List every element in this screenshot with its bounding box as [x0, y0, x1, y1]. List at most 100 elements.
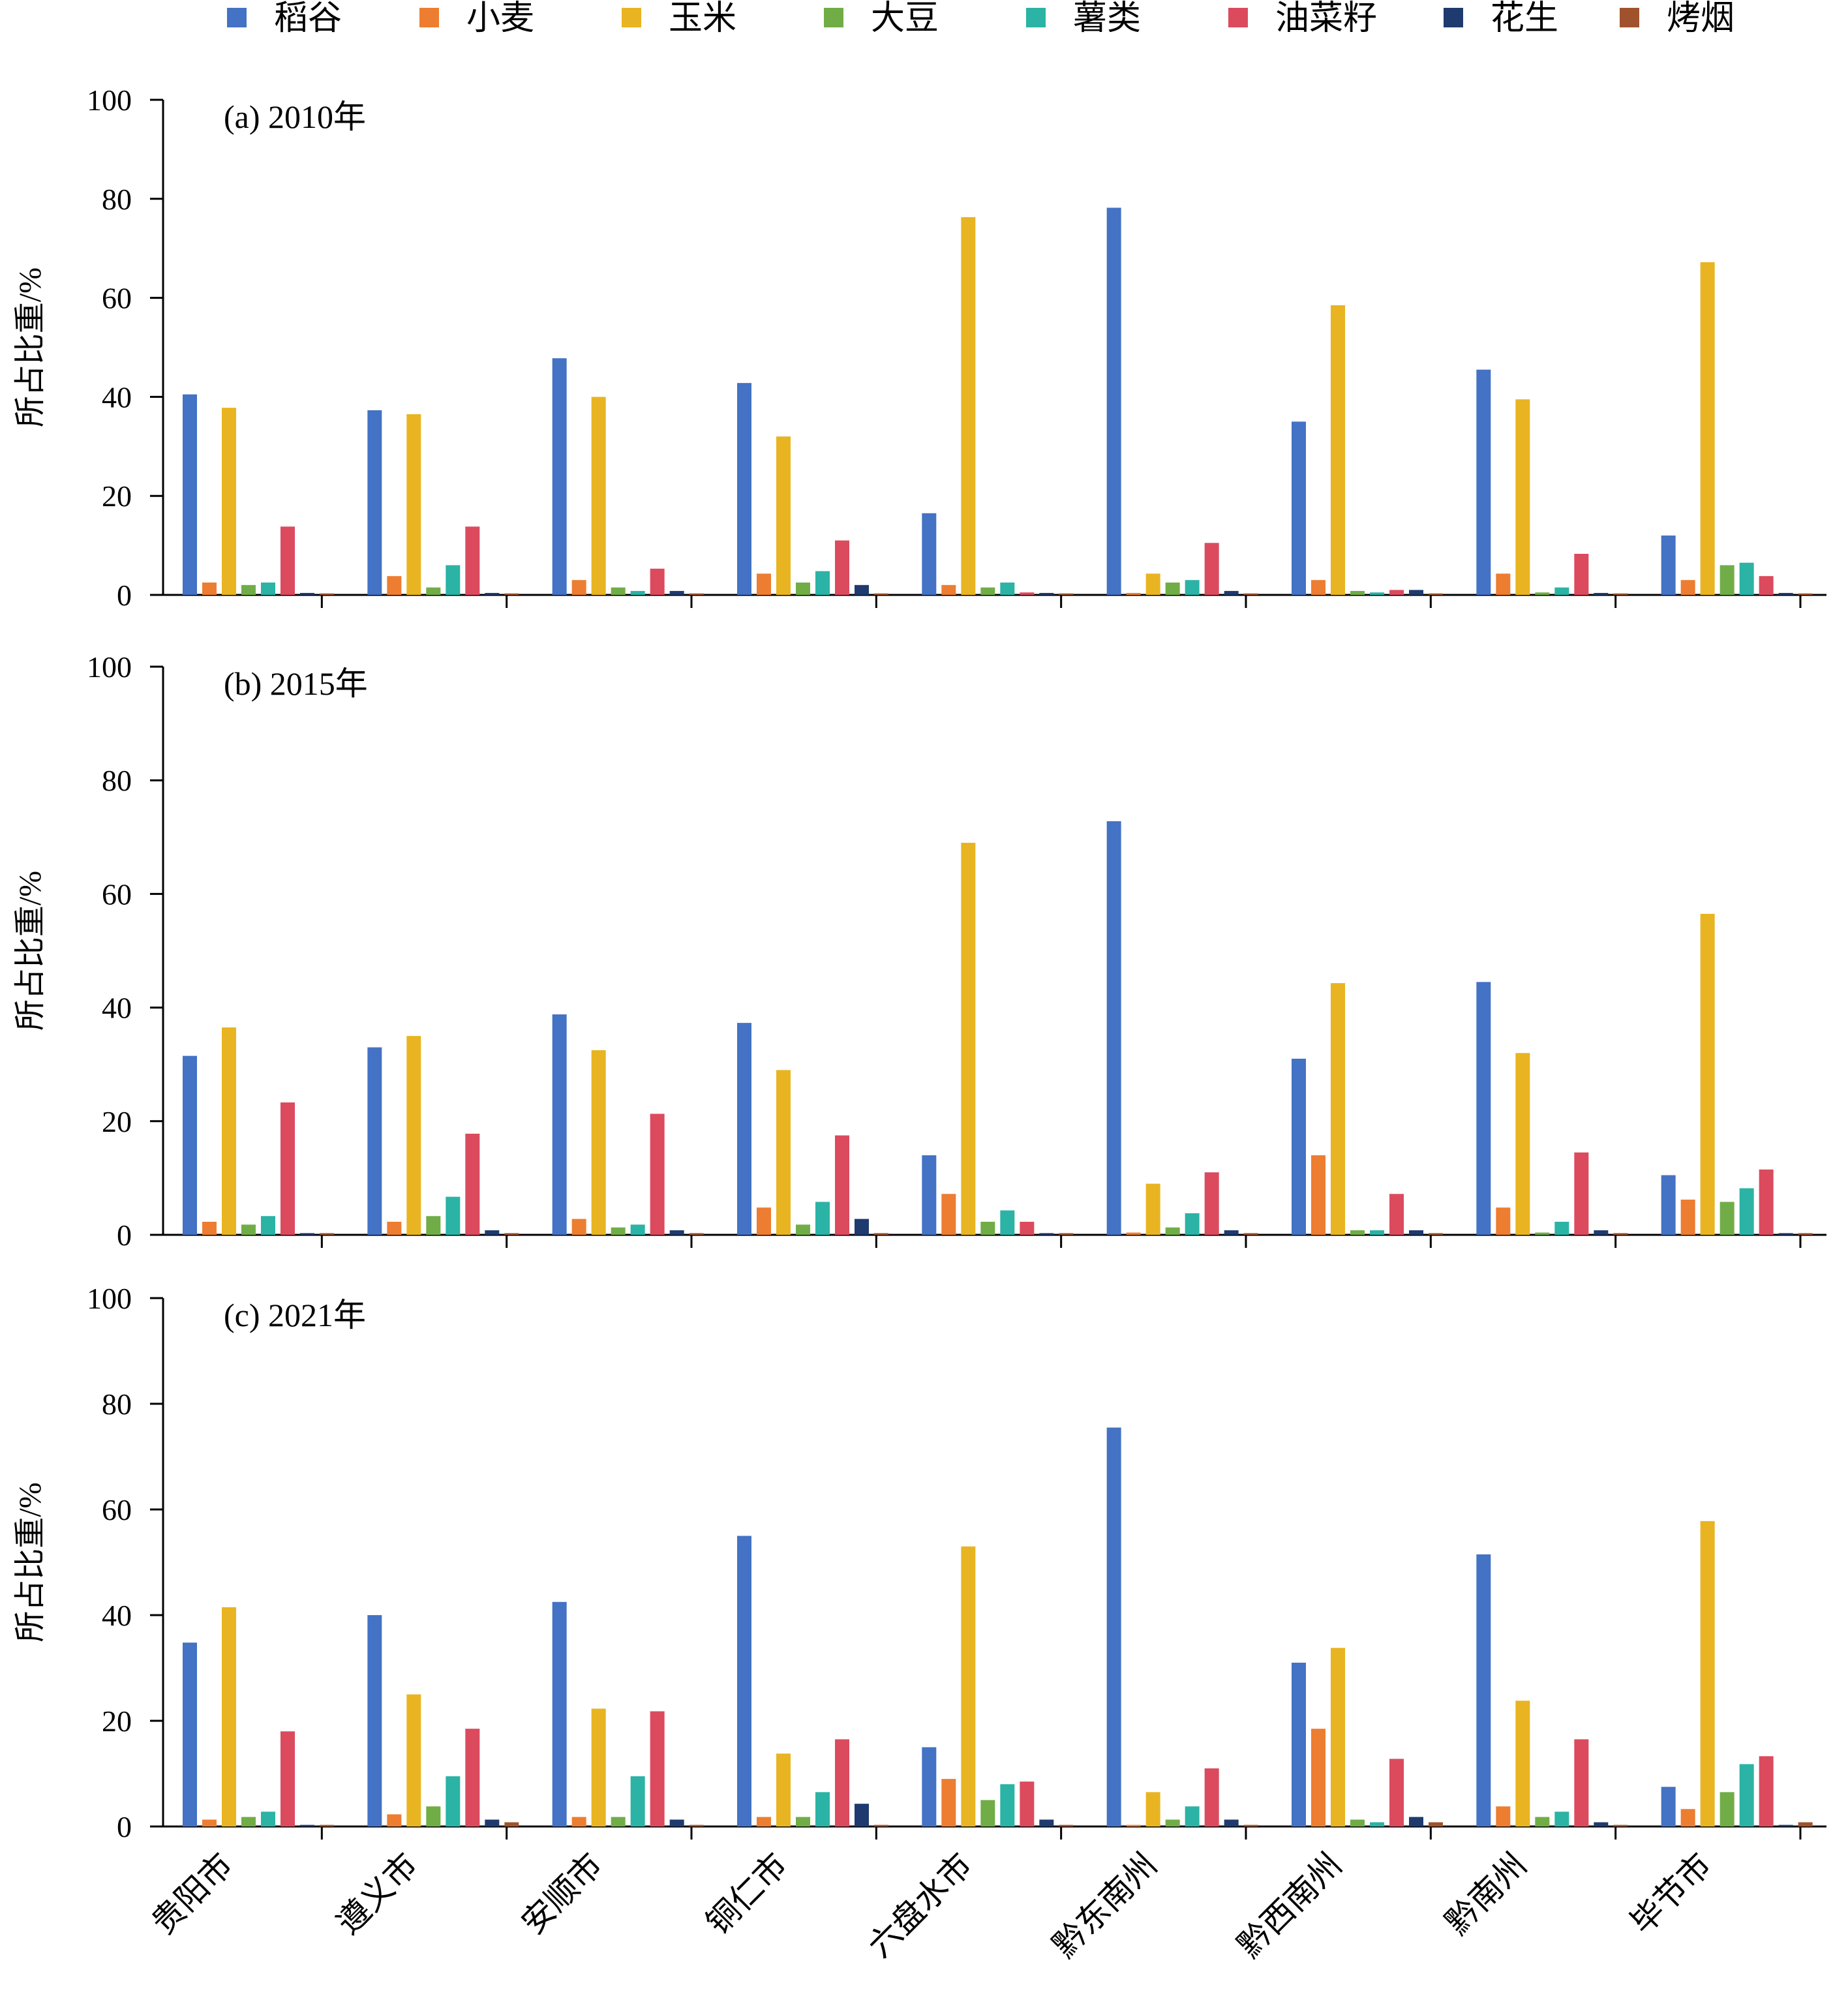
bar	[261, 583, 275, 595]
bar	[941, 1194, 956, 1235]
legend-label: 烤烟	[1667, 0, 1734, 37]
bar	[1515, 1053, 1530, 1235]
bar	[961, 1546, 976, 1826]
bar	[669, 1230, 684, 1235]
bar	[815, 1792, 830, 1826]
bar	[504, 1233, 519, 1235]
panel-title: (c) 2021年	[224, 1297, 366, 1333]
bar	[796, 1817, 810, 1826]
y-tick-label: 0	[117, 1219, 132, 1252]
bar	[941, 584, 956, 595]
bar	[202, 1221, 217, 1235]
bar	[1778, 1233, 1793, 1235]
bar	[1535, 592, 1550, 595]
y-tick-label: 80	[102, 1387, 132, 1421]
bar	[261, 1216, 275, 1235]
bar	[241, 1224, 256, 1235]
bar	[1331, 1648, 1345, 1826]
bar	[367, 1615, 382, 1826]
legend-swatch	[1026, 8, 1046, 27]
bar	[1106, 207, 1121, 595]
bar	[426, 587, 441, 595]
x-category-label: 黔西南州	[1231, 1846, 1349, 1964]
bar	[1759, 1169, 1774, 1235]
bar	[1613, 1233, 1628, 1235]
bar	[1039, 1233, 1054, 1235]
bar	[1700, 1521, 1715, 1826]
bar	[367, 410, 382, 595]
x-category-label: 黔南州	[1438, 1846, 1534, 1941]
x-category-label: 六盘水市	[861, 1846, 979, 1964]
bar	[1476, 1554, 1491, 1826]
bar	[1661, 1787, 1676, 1826]
bar	[1574, 1739, 1589, 1826]
bar	[1661, 1175, 1676, 1235]
bar	[1106, 821, 1121, 1235]
x-category-label: 贵阳市	[145, 1846, 240, 1941]
legend-swatch	[824, 8, 843, 27]
bar	[815, 1202, 830, 1235]
bar	[1778, 592, 1793, 595]
bar	[1350, 590, 1365, 595]
bar	[320, 593, 334, 595]
bar	[835, 1739, 849, 1826]
bar	[552, 358, 567, 595]
bar	[1331, 305, 1345, 595]
bar	[504, 593, 519, 595]
bar	[1165, 1227, 1180, 1235]
bar	[1243, 1233, 1258, 1235]
bar	[1204, 543, 1219, 595]
bar	[241, 1817, 256, 1826]
bar	[961, 217, 976, 595]
bar	[320, 1825, 334, 1826]
y-tick-label: 100	[87, 1282, 132, 1315]
bar	[1165, 583, 1180, 595]
bar	[650, 1114, 665, 1235]
bar	[1759, 1756, 1774, 1826]
bar	[650, 1711, 665, 1826]
bar	[1429, 593, 1443, 595]
bar	[757, 573, 771, 595]
bar	[1680, 1199, 1695, 1235]
bar	[1292, 1058, 1306, 1235]
bar	[835, 1135, 849, 1235]
bar	[922, 513, 937, 595]
bar	[1165, 1819, 1180, 1826]
legend-label: 大豆	[871, 0, 939, 37]
legend-label: 小麦	[466, 0, 534, 37]
bar	[1059, 593, 1074, 595]
bar	[1389, 590, 1404, 595]
bar	[689, 593, 704, 595]
bar	[571, 1219, 586, 1235]
bar	[611, 587, 626, 595]
bar	[1185, 1806, 1200, 1826]
bar	[874, 593, 888, 595]
bar	[222, 1607, 236, 1826]
bar	[757, 1817, 771, 1826]
bar	[1661, 535, 1676, 595]
bar	[874, 1233, 888, 1235]
bar	[1039, 1819, 1054, 1826]
bar	[183, 1055, 197, 1235]
bar	[300, 1233, 314, 1235]
bar	[571, 1817, 586, 1826]
bar	[796, 1224, 810, 1235]
bar	[300, 1825, 314, 1826]
bar	[465, 526, 480, 595]
x-category-label: 铜仁市	[699, 1846, 795, 1941]
x-category-label: 安顺市	[515, 1846, 610, 1941]
bar	[1739, 1188, 1754, 1235]
legend-label: 稻谷	[274, 0, 342, 37]
bar	[552, 1014, 567, 1235]
bar	[1409, 1817, 1423, 1826]
panel-title: (a) 2010年	[224, 98, 366, 135]
bar	[669, 1819, 684, 1826]
bar	[1496, 573, 1511, 595]
bar	[1429, 1822, 1443, 1826]
bar	[202, 1819, 217, 1826]
bar	[1700, 913, 1715, 1235]
bar	[1059, 1825, 1074, 1826]
